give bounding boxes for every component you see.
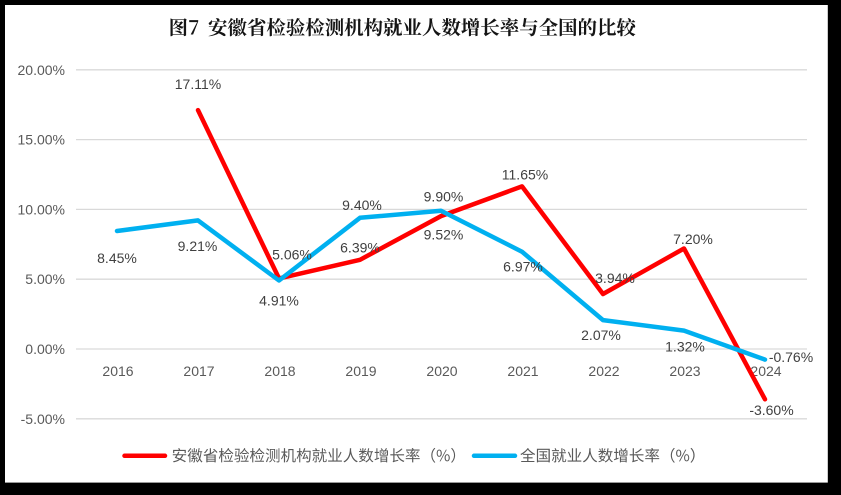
svg-text:4.91%: 4.91% <box>259 293 299 309</box>
svg-text:2023: 2023 <box>669 363 700 379</box>
svg-text:6.97%: 6.97% <box>503 258 543 274</box>
svg-text:5.06%: 5.06% <box>272 247 312 263</box>
svg-text:0.00%: 0.00% <box>25 341 65 357</box>
svg-text:2022: 2022 <box>588 363 619 379</box>
svg-text:-3.60%: -3.60% <box>749 402 793 418</box>
svg-text:2016: 2016 <box>102 363 133 379</box>
svg-text:2017: 2017 <box>183 363 214 379</box>
svg-text:2020: 2020 <box>426 363 457 379</box>
svg-text:17.11%: 17.11% <box>175 76 221 92</box>
svg-text:9.21%: 9.21% <box>178 238 218 254</box>
svg-text:2024: 2024 <box>750 363 781 379</box>
svg-text:2019: 2019 <box>345 363 376 379</box>
svg-text:3.94%: 3.94% <box>595 270 635 286</box>
svg-text:2021: 2021 <box>507 363 538 379</box>
svg-text:2.07%: 2.07% <box>581 327 621 343</box>
svg-text:8.45%: 8.45% <box>97 250 137 266</box>
svg-text:10.00%: 10.00% <box>18 201 65 217</box>
svg-text:15.00%: 15.00% <box>18 132 65 148</box>
svg-text:5.00%: 5.00% <box>25 271 65 287</box>
svg-text:1.32%: 1.32% <box>665 339 705 355</box>
svg-text:7.20%: 7.20% <box>673 231 713 247</box>
svg-text:9.52%: 9.52% <box>424 227 464 243</box>
svg-text:11.65%: 11.65% <box>502 167 548 183</box>
svg-text:9.40%: 9.40% <box>342 197 382 213</box>
svg-text:-5.00%: -5.00% <box>21 411 65 427</box>
svg-text:9.90%: 9.90% <box>424 189 464 205</box>
svg-text:20.00%: 20.00% <box>18 62 65 78</box>
svg-text:-0.76%: -0.76% <box>769 349 813 365</box>
svg-text:2018: 2018 <box>264 363 295 379</box>
svg-text:6.39%: 6.39% <box>340 240 380 256</box>
